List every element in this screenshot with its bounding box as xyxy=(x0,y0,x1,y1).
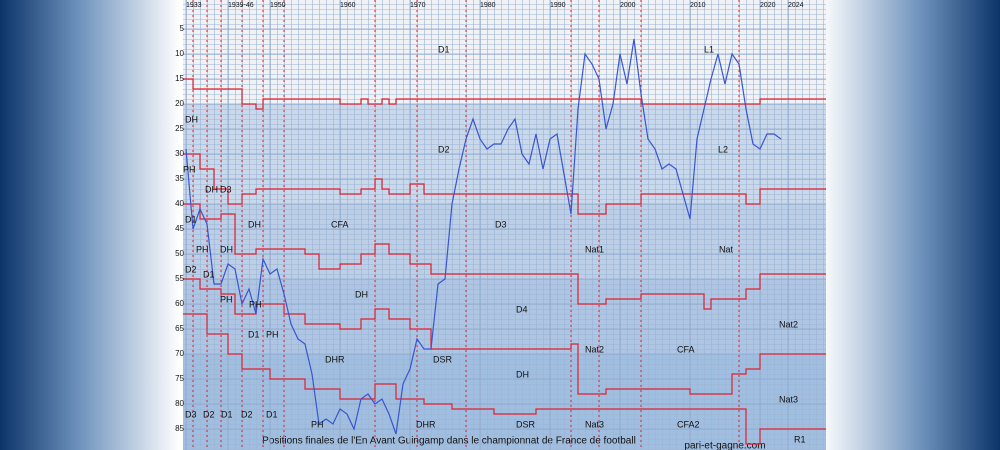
x-tick-label: 2024 xyxy=(788,2,804,9)
division-label: DH xyxy=(205,184,218,194)
plot-background xyxy=(183,0,826,450)
division-label: L2 xyxy=(718,144,728,154)
division-label: DH xyxy=(355,289,368,299)
division-label: R1 xyxy=(794,434,806,444)
division-label: PH xyxy=(196,244,209,254)
x-tick-label: 2010 xyxy=(690,2,706,9)
y-tick-label: 15 xyxy=(175,74,184,83)
division-label: D3 xyxy=(495,219,507,229)
series-line xyxy=(185,38,782,435)
division-boundary xyxy=(183,278,826,395)
division-label: CFA xyxy=(331,219,349,229)
y-tick-label: 10 xyxy=(175,49,184,58)
x-tick-label: 2020 xyxy=(760,2,776,9)
y-tick-label: 85 xyxy=(175,424,184,433)
division-label: D1 xyxy=(221,409,233,419)
y-tick-label: 30 xyxy=(175,149,184,158)
division-label: PH xyxy=(311,419,324,429)
x-tick-label: 1990 xyxy=(550,2,566,9)
x-tick-label: 1970 xyxy=(410,2,426,9)
division-label: DHR xyxy=(416,419,436,429)
y-tick-label: 55 xyxy=(175,274,184,283)
division-label: CFA xyxy=(677,344,695,354)
division-label: D2 xyxy=(185,264,197,274)
y-tick-label: 75 xyxy=(175,374,184,383)
division-label: D3 xyxy=(185,409,197,419)
y-tick-label: 70 xyxy=(175,349,184,358)
division-label: D1 xyxy=(185,214,197,224)
y-tick-label: 60 xyxy=(175,299,184,308)
division-label: D1 xyxy=(266,409,278,419)
y-tick-label: 5 xyxy=(180,24,185,33)
y-tick-label: 25 xyxy=(175,124,184,133)
division-label: DHR xyxy=(325,354,345,364)
x-tick-label: 2000 xyxy=(620,2,636,9)
y-tick-label: 20 xyxy=(175,99,184,108)
division-label: Nat2 xyxy=(779,319,798,329)
division-label: DH xyxy=(220,244,233,254)
division-label: CFA2 xyxy=(677,419,700,429)
division-label: PH xyxy=(183,164,196,174)
x-tick-label: 1939-46 xyxy=(228,2,254,9)
x-tick-label: 1950 xyxy=(270,2,286,9)
division-boundary xyxy=(183,203,826,310)
division-label: DSR xyxy=(433,354,453,364)
division-boundary xyxy=(183,78,826,110)
division-label: D4 xyxy=(516,304,528,314)
division-label: PH xyxy=(249,299,262,309)
plot-area xyxy=(183,0,826,450)
chart-title: Positions finales de l'En Avant Guingamp… xyxy=(262,436,636,447)
division-label: PH xyxy=(220,294,233,304)
division-label: Nat3 xyxy=(585,419,604,429)
division-label: Nat xyxy=(719,244,734,254)
y-tick-label: 40 xyxy=(175,199,184,208)
division-boundary xyxy=(183,153,826,215)
x-tick-label: 1960 xyxy=(340,2,356,9)
source: pari-et-gagne.com xyxy=(684,441,765,450)
y-tick-label: 35 xyxy=(175,174,184,183)
y-tick-label: 65 xyxy=(175,324,184,333)
y-tick-label: 80 xyxy=(175,399,184,408)
division-label: D1 xyxy=(438,44,450,54)
y-tick-label: 50 xyxy=(175,249,184,258)
division-label: Nat3 xyxy=(779,394,798,404)
division-label: D2 xyxy=(203,409,215,419)
division-label: D1 xyxy=(203,269,215,279)
division-label: PH xyxy=(266,329,279,339)
division-label: DH xyxy=(248,219,261,229)
division-label: D3 xyxy=(220,184,232,194)
y-tick-label: 45 xyxy=(175,224,184,233)
x-tick-label: 1933 xyxy=(186,2,202,9)
division-label: Nat1 xyxy=(585,244,604,254)
division-label: DH xyxy=(516,369,529,379)
division-label: D2 xyxy=(241,409,253,419)
division-label: DH xyxy=(185,114,198,124)
division-label: D2 xyxy=(438,144,450,154)
division-label: DSR xyxy=(516,419,536,429)
division-label: Nat2 xyxy=(585,344,604,354)
division-label: D1 xyxy=(248,329,260,339)
division-label: L1 xyxy=(704,44,714,54)
x-tick-label: 1980 xyxy=(480,2,496,9)
division-boundary xyxy=(183,313,826,445)
